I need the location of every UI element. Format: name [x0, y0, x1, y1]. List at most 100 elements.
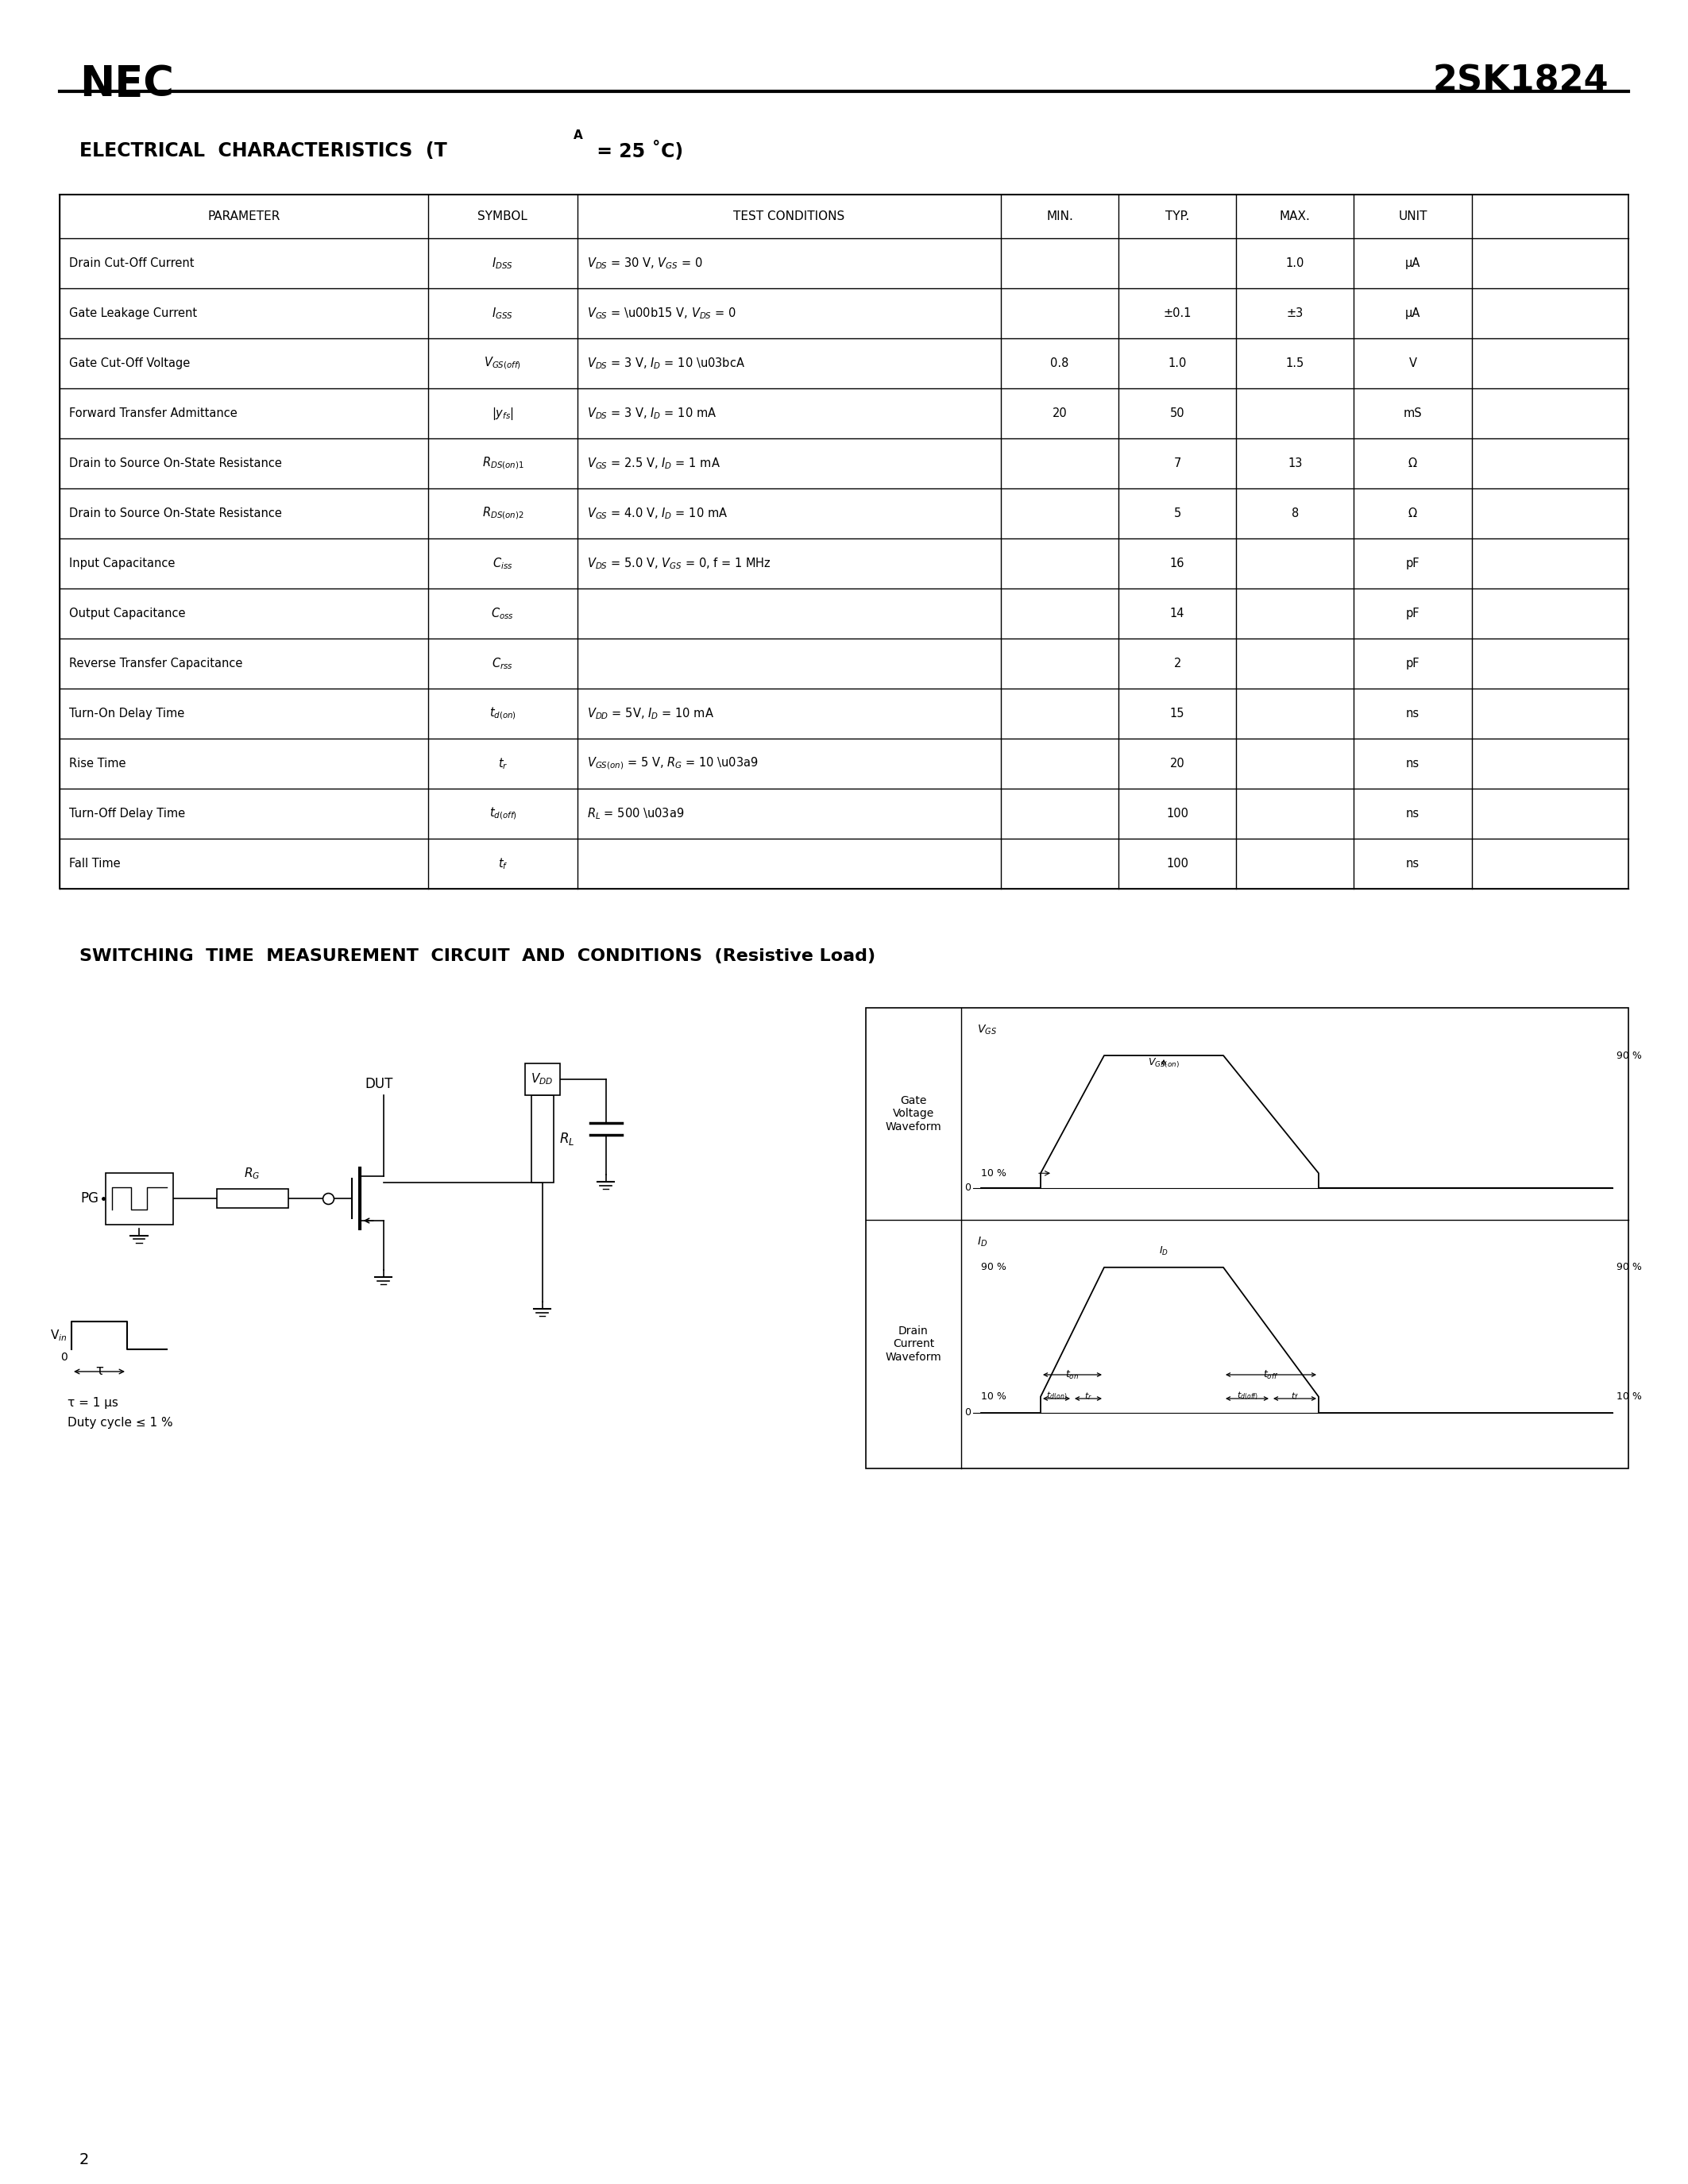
Text: Drain Cut-Off Current: Drain Cut-Off Current	[69, 258, 194, 269]
Text: ±3: ±3	[1286, 308, 1303, 319]
Text: ±0.1: ±0.1	[1163, 308, 1192, 319]
Text: PARAMETER: PARAMETER	[208, 210, 280, 223]
Text: Drain to Source On-State Resistance: Drain to Source On-State Resistance	[69, 507, 282, 520]
Text: TEST CONDITIONS: TEST CONDITIONS	[733, 210, 844, 223]
Text: $|y_{fs}|$: $|y_{fs}|$	[491, 406, 513, 422]
Text: Fall Time: Fall Time	[69, 858, 120, 869]
Text: 1.0: 1.0	[1286, 258, 1305, 269]
Text: 14: 14	[1170, 607, 1185, 620]
Text: $R_G$: $R_G$	[245, 1166, 260, 1182]
Text: 13: 13	[1288, 456, 1303, 470]
Text: $C_{rss}$: $C_{rss}$	[493, 655, 513, 670]
Text: MAX.: MAX.	[1280, 210, 1310, 223]
Text: Input Capacitance: Input Capacitance	[69, 557, 176, 570]
Text: 2: 2	[79, 2151, 89, 2167]
Text: 10 %: 10 %	[981, 1168, 1006, 1179]
Text: $V_{GS}$ = 4.0 V, $I_D$ = 10 mA: $V_{GS}$ = 4.0 V, $I_D$ = 10 mA	[587, 507, 728, 520]
Text: $V_{DD}$ = 5V, $I_D$ = 10 mA: $V_{DD}$ = 5V, $I_D$ = 10 mA	[587, 705, 714, 721]
Text: Drain to Source On-State Resistance: Drain to Source On-State Resistance	[69, 456, 282, 470]
Text: $I_{DSS}$: $I_{DSS}$	[493, 256, 513, 271]
Text: Reverse Transfer Capacitance: Reverse Transfer Capacitance	[69, 657, 243, 670]
Text: V$_{in}$: V$_{in}$	[51, 1328, 68, 1343]
Text: PG: PG	[81, 1190, 100, 1206]
Text: $V_{GS}$ = 2.5 V, $I_D$ = 1 mA: $V_{GS}$ = 2.5 V, $I_D$ = 1 mA	[587, 456, 721, 472]
Text: $t_{d(off)}$: $t_{d(off)}$	[490, 806, 517, 821]
Text: $V_{DS}$ = 3 V, $I_D$ = 10 \u03bcA: $V_{DS}$ = 3 V, $I_D$ = 10 \u03bcA	[587, 356, 744, 371]
Text: 100: 100	[1166, 858, 1188, 869]
Bar	[105, 1173, 172, 1225]
Text: $t_{d(on)}$: $t_{d(on)}$	[490, 705, 517, 721]
Bar	[525, 1064, 560, 1094]
Text: Rise Time: Rise Time	[69, 758, 127, 769]
Text: 100: 100	[1166, 808, 1188, 819]
Text: μA: μA	[1404, 308, 1420, 319]
Text: $t_f$: $t_f$	[1291, 1391, 1298, 1402]
Text: Turn-Off Delay Time: Turn-Off Delay Time	[69, 808, 186, 819]
Text: 1.0: 1.0	[1168, 358, 1187, 369]
Text: DUT: DUT	[365, 1077, 393, 1092]
Text: Turn-On Delay Time: Turn-On Delay Time	[69, 708, 184, 719]
Text: UNIT: UNIT	[1398, 210, 1428, 223]
Text: $t_r$: $t_r$	[1084, 1391, 1092, 1402]
Text: 0: 0	[964, 1184, 971, 1192]
Text: 15: 15	[1170, 708, 1185, 719]
Text: $V_{GS(on)}$: $V_{GS(on)}$	[1148, 1057, 1180, 1070]
Text: μA: μA	[1404, 258, 1420, 269]
Text: = 25 ˚C): = 25 ˚C)	[591, 142, 684, 162]
Text: 20: 20	[1052, 408, 1067, 419]
Text: ns: ns	[1406, 808, 1420, 819]
Bar	[59, 194, 1629, 889]
Text: 1.5: 1.5	[1286, 358, 1305, 369]
Text: mS: mS	[1403, 408, 1421, 419]
Text: SWITCHING  TIME  MEASUREMENT  CIRCUIT  AND  CONDITIONS  (Resistive Load): SWITCHING TIME MEASUREMENT CIRCUIT AND C…	[79, 948, 876, 963]
Text: $V_{GS}$ = \u00b15 V, $V_{DS}$ = 0: $V_{GS}$ = \u00b15 V, $V_{DS}$ = 0	[587, 306, 736, 321]
Text: 90 %: 90 %	[1617, 1262, 1642, 1273]
Text: ns: ns	[1406, 858, 1420, 869]
Text: $C_{iss}$: $C_{iss}$	[493, 557, 513, 570]
Text: $t_r$: $t_r$	[498, 756, 508, 771]
Text: $R_L$: $R_L$	[560, 1131, 576, 1147]
Text: pF: pF	[1406, 657, 1420, 670]
Text: pF: pF	[1406, 607, 1420, 620]
Text: τ = 1 μs: τ = 1 μs	[68, 1398, 118, 1409]
Text: 8: 8	[1291, 507, 1298, 520]
Bar	[532, 1094, 554, 1182]
Text: $R_{DS(on)2}$: $R_{DS(on)2}$	[481, 507, 523, 522]
Text: $R_{DS(on)1}$: $R_{DS(on)1}$	[481, 456, 523, 472]
Text: $t_{d(on)}$: $t_{d(on)}$	[1047, 1391, 1067, 1402]
Text: $I_{GSS}$: $I_{GSS}$	[493, 306, 513, 321]
Text: $V_{DS}$ = 30 V, $V_{GS}$ = 0: $V_{DS}$ = 30 V, $V_{GS}$ = 0	[587, 256, 702, 271]
Text: $V_{GS(off)}$: $V_{GS(off)}$	[484, 356, 522, 371]
Text: Gate
Voltage
Waveform: Gate Voltage Waveform	[886, 1096, 942, 1131]
Text: $t_{on}$: $t_{on}$	[1065, 1369, 1079, 1380]
Text: 0: 0	[61, 1352, 68, 1363]
Text: ns: ns	[1406, 708, 1420, 719]
Text: $t_{d(off)}$: $t_{d(off)}$	[1236, 1391, 1258, 1402]
Text: 10 %: 10 %	[1617, 1391, 1642, 1402]
Bar	[866, 1007, 1629, 1468]
Text: 90 %: 90 %	[981, 1262, 1006, 1273]
Text: $V_{DS}$ = 5.0 V, $V_{GS}$ = 0, f = 1 MHz: $V_{DS}$ = 5.0 V, $V_{GS}$ = 0, f = 1 MH…	[587, 557, 771, 570]
Text: Ω: Ω	[1408, 507, 1418, 520]
Text: $t_f$: $t_f$	[498, 856, 508, 871]
Text: ELECTRICAL  CHARACTERISTICS  (T: ELECTRICAL CHARACTERISTICS (T	[79, 142, 447, 159]
Text: $I_D$: $I_D$	[977, 1236, 987, 1249]
Text: 16: 16	[1170, 557, 1185, 570]
Text: Gate Leakage Current: Gate Leakage Current	[69, 308, 197, 319]
Text: 0.8: 0.8	[1050, 358, 1069, 369]
Text: τ: τ	[95, 1363, 103, 1378]
Text: NEC: NEC	[79, 63, 174, 105]
Text: ns: ns	[1406, 758, 1420, 769]
Text: MIN.: MIN.	[1047, 210, 1074, 223]
Text: Drain
Current
Waveform: Drain Current Waveform	[886, 1326, 942, 1363]
Text: $t_{off}$: $t_{off}$	[1263, 1369, 1280, 1380]
Text: Output Capacitance: Output Capacitance	[69, 607, 186, 620]
Text: $R_L$ = 500 \u03a9: $R_L$ = 500 \u03a9	[587, 806, 684, 821]
Text: 2SK1824: 2SK1824	[1433, 63, 1609, 98]
Text: 7: 7	[1173, 456, 1182, 470]
Text: Gate Cut-Off Voltage: Gate Cut-Off Voltage	[69, 358, 191, 369]
Text: Ω: Ω	[1408, 456, 1418, 470]
Text: $I_D$: $I_D$	[1160, 1245, 1168, 1258]
Text: pF: pF	[1406, 557, 1420, 570]
Text: $V_{GS(on)}$ = 5 V, $R_G$ = 10 \u03a9: $V_{GS(on)}$ = 5 V, $R_G$ = 10 \u03a9	[587, 756, 758, 771]
